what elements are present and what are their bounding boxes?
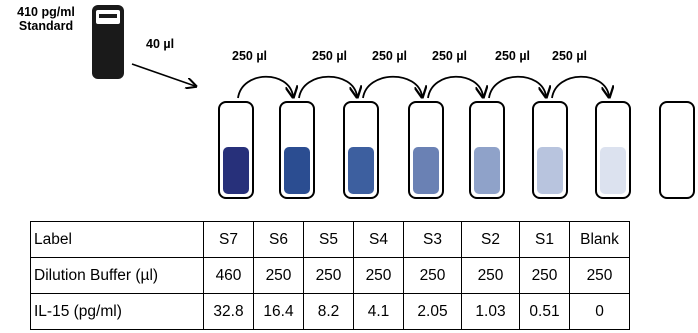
transfer-label: 250 µl — [232, 49, 268, 63]
tube-s3 — [469, 101, 505, 199]
table-cell: S6 — [253, 221, 304, 258]
tube-liquid — [284, 147, 310, 194]
table-cell: 460 — [203, 257, 254, 294]
row-header: IL-15 (pg/ml) — [30, 293, 204, 330]
table-cell: S4 — [353, 221, 404, 258]
tube-liquid — [537, 147, 563, 194]
standard-name: Standard — [18, 19, 74, 33]
transfer-label: 250 µl — [552, 49, 588, 63]
tube-liquid — [600, 147, 626, 194]
row-header: Label — [30, 221, 204, 258]
transfer-label: 250 µl — [372, 49, 408, 63]
table-cell: 0 — [569, 293, 630, 330]
table-cell: S1 — [519, 221, 570, 258]
standard-vial — [92, 5, 124, 79]
standard-concentration: 410 pg/ml — [17, 5, 75, 19]
table-cell: 4.1 — [353, 293, 404, 330]
tube-s1 — [595, 101, 631, 199]
transfer-arrow — [298, 75, 357, 98]
table-cell: 0.51 — [519, 293, 570, 330]
table-cell: 250 — [569, 257, 630, 294]
transfer-arrow — [427, 75, 483, 98]
transfer-label: 250 µl — [495, 49, 531, 63]
table-cell: 250 — [403, 257, 462, 294]
tube-s6 — [279, 101, 315, 199]
transfer-arrow — [488, 75, 546, 98]
tube-s7 — [218, 101, 254, 199]
tube-blank — [659, 101, 695, 199]
table-row-concentration: IL-15 (pg/ml) 32.8 16.4 8.2 4.1 2.05 1.0… — [30, 293, 630, 330]
table-cell: S5 — [303, 221, 354, 258]
transfer-arrow — [551, 75, 609, 98]
table-cell: 250 — [303, 257, 354, 294]
table-cell: 16.4 — [253, 293, 304, 330]
dilution-table: Label S7 S6 S5 S4 S3 S2 S1 Blank Dilutio… — [30, 221, 630, 330]
tube-liquid — [474, 147, 500, 194]
tube-s4 — [408, 101, 444, 199]
tube-rack — [218, 101, 695, 199]
table-cell: 8.2 — [303, 293, 354, 330]
standard-label: 410 pg/ml Standard — [2, 5, 90, 33]
table-cell: Blank — [569, 221, 630, 258]
tube-liquid — [223, 147, 249, 194]
table-cell: 32.8 — [203, 293, 254, 330]
table-cell: 1.03 — [461, 293, 520, 330]
row-header: Dilution Buffer (µl) — [30, 257, 204, 294]
transfer-label: 250 µl — [312, 49, 348, 63]
standard-transfer-volume: 40 µl — [146, 37, 175, 51]
table-cell: 250 — [353, 257, 404, 294]
table-cell: S2 — [461, 221, 520, 258]
table-cell: 250 — [519, 257, 570, 294]
transfer-arrow — [362, 75, 422, 98]
standard-transfer-arrow — [131, 63, 195, 86]
table-row-label: Label S7 S6 S5 S4 S3 S2 S1 Blank — [30, 221, 630, 258]
transfer-arrows — [237, 75, 609, 98]
tube-s5 — [343, 101, 379, 199]
tube-s2 — [532, 101, 568, 199]
transfer-arrow — [237, 75, 293, 98]
table-cell: S3 — [403, 221, 462, 258]
table-cell: S7 — [203, 221, 254, 258]
table-cell: 2.05 — [403, 293, 462, 330]
tube-liquid — [348, 147, 374, 194]
table-cell: 250 — [253, 257, 304, 294]
table-row-dilution-buffer: Dilution Buffer (µl) 460 250 250 250 250… — [30, 257, 630, 294]
tube-liquid — [413, 147, 439, 194]
transfer-label: 250 µl — [432, 49, 468, 63]
table-cell: 250 — [461, 257, 520, 294]
